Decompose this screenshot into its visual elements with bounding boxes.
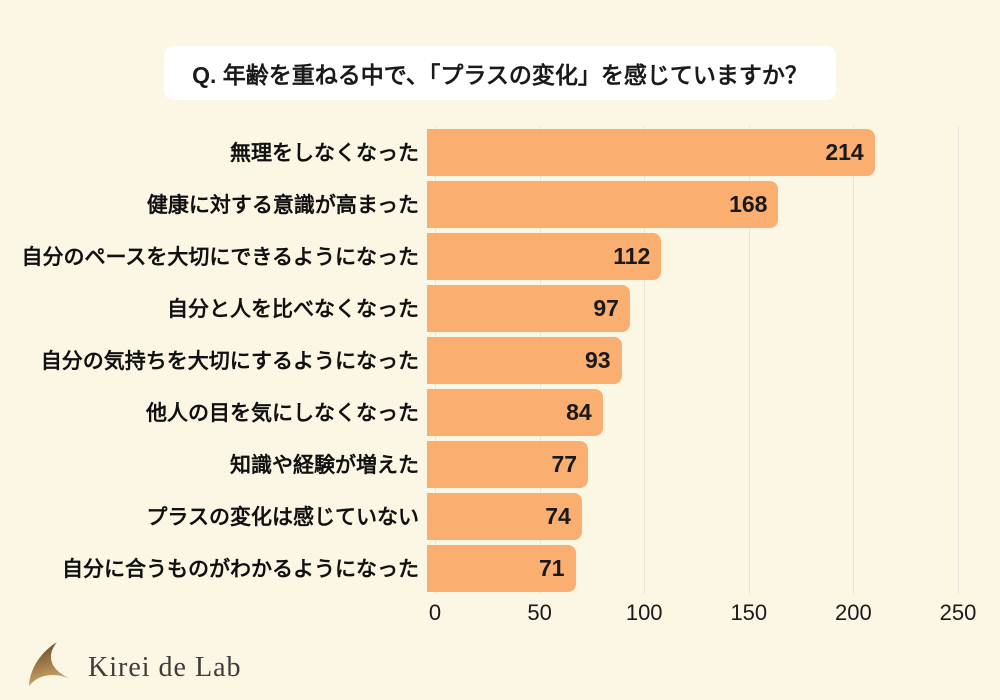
bar: 168	[427, 180, 779, 228]
category-label: 健康に対する意識が高まった	[146, 194, 419, 217]
bar-row: 自分の気持ちを大切にするようになった 93	[0, 334, 1000, 386]
value-label: 112	[613, 242, 651, 269]
gridline	[748, 126, 750, 594]
bar-track: 214	[427, 128, 1000, 176]
value-label: 74	[545, 502, 571, 529]
bar-track: 168	[427, 180, 1000, 228]
bar-track: 84	[427, 388, 1000, 436]
value-label: 93	[584, 346, 611, 373]
category-label: 自分と人を比べなくなった	[167, 298, 419, 321]
bar-track: 112	[427, 232, 1000, 280]
bar-row: 自分と人を比べなくなった 97	[0, 282, 1000, 334]
x-tick-label: 100	[625, 600, 663, 625]
category-label: 無理をしなくなった	[230, 142, 419, 165]
bar-track: 74	[427, 492, 1000, 540]
x-axis: 0 50 100 150 200 250	[0, 600, 1000, 630]
question-title: Q. 年齢を重ねる中で、「プラスの変化」を感じていますか？	[164, 46, 836, 100]
bar-row: 知識や経験が増えた 77	[0, 438, 1000, 490]
value-label: 214	[825, 138, 864, 165]
crescent-swoosh-icon	[26, 640, 78, 695]
gridline	[853, 126, 855, 594]
bar-row: 健康に対する意識が高まった 168	[0, 178, 1000, 230]
bar: 112	[427, 232, 662, 280]
gridline	[958, 126, 959, 594]
category-label: 他人の目を気にしなくなった	[146, 402, 419, 425]
bar: 84	[427, 388, 603, 436]
category-label: 自分の気持ちを大切にするようになった	[40, 350, 419, 373]
brand-logo: Kirei de Lab	[26, 640, 242, 695]
x-tick-label: 200	[835, 600, 872, 625]
bar-row: 自分のペースを大切にできるようになった 112	[0, 230, 1000, 282]
bar: 77	[427, 440, 589, 488]
bar-rows: 無理をしなくなった 214 健康に対する意識が高まった 168 自分のペースを大切にでき…	[0, 126, 1000, 594]
bar-row: プラスの変化は感じていない 74	[0, 490, 1000, 542]
value-label: 168	[729, 190, 768, 217]
bar: 71	[427, 544, 576, 592]
category-label: 自分のペースを大切にできるようになった	[21, 246, 419, 269]
gridline	[644, 126, 646, 594]
bar: 97	[427, 284, 630, 332]
bar-row: 無理をしなくなった 214	[0, 126, 1000, 178]
bar-track: 97	[427, 284, 1000, 332]
x-tick-label: 50	[527, 600, 552, 625]
bar-track: 93	[427, 336, 1000, 384]
bar: 74	[427, 492, 582, 540]
bar-row: 他人の目を気にしなくなった 84	[0, 386, 1000, 438]
bar-row: 自分に合うものがわかるようになった 71	[0, 542, 1000, 594]
value-label: 97	[593, 294, 619, 321]
bar-track: 77	[427, 440, 1000, 488]
category-label: 自分に合うものがわかるようになった	[62, 558, 419, 581]
bar-track: 71	[427, 544, 1000, 592]
value-label: 84	[566, 398, 592, 425]
x-tick-label: 150	[730, 600, 768, 625]
category-label: プラスの変化は感じていない	[146, 506, 419, 529]
x-tick-label: 250	[939, 600, 977, 625]
x-tick-label: 0	[428, 600, 442, 625]
bar: 93	[427, 336, 622, 384]
brand-name: Kirei de Lab	[88, 651, 242, 683]
value-label: 71	[538, 554, 565, 581]
bar: 214	[427, 128, 875, 176]
value-label: 77	[551, 450, 578, 477]
category-label: 知識や経験が増えた	[230, 454, 419, 477]
bar-chart: 無理をしなくなった 214 健康に対する意識が高まった 168 自分のペースを大切にでき…	[0, 126, 1000, 594]
